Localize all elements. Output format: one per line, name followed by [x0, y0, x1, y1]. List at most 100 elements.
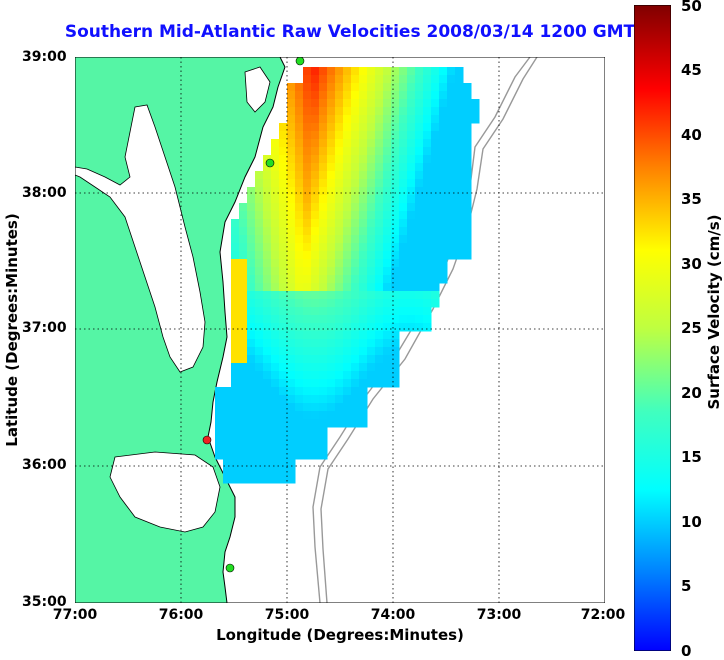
velocity-cell — [231, 387, 240, 396]
velocity-cell — [239, 443, 248, 452]
velocity-cell — [303, 395, 312, 404]
velocity-cell — [431, 179, 440, 188]
velocity-cell — [327, 307, 336, 316]
radar-station-marker — [265, 158, 275, 168]
velocity-cell — [439, 139, 448, 148]
velocity-cell — [303, 411, 312, 420]
velocity-cell — [295, 323, 304, 332]
velocity-cell — [263, 291, 272, 300]
velocity-cell — [375, 227, 384, 236]
velocity-cell — [447, 171, 456, 180]
velocity-cell — [311, 155, 320, 164]
velocity-cell — [327, 171, 336, 180]
velocity-cell — [351, 299, 360, 308]
velocity-cell — [287, 107, 296, 116]
velocity-cell — [423, 235, 432, 244]
velocity-cell — [247, 243, 256, 252]
velocity-cell — [231, 307, 240, 316]
velocity-cell — [447, 75, 456, 84]
velocity-cell — [311, 267, 320, 276]
velocity-cell — [239, 339, 248, 348]
velocity-cell — [271, 291, 280, 300]
velocity-cell — [423, 323, 432, 332]
velocity-cell — [279, 355, 288, 364]
velocity-cell — [263, 475, 272, 484]
velocity-cell — [415, 243, 424, 252]
velocity-cell — [343, 395, 352, 404]
velocity-cell — [375, 379, 384, 388]
velocity-cell — [423, 187, 432, 196]
velocity-cell — [327, 83, 336, 92]
velocity-cell — [327, 339, 336, 348]
velocity-cell — [311, 379, 320, 388]
velocity-cell — [255, 267, 264, 276]
velocity-cell — [439, 67, 448, 76]
velocity-cell — [263, 219, 272, 228]
velocity-cell — [311, 395, 320, 404]
velocity-cell — [359, 339, 368, 348]
velocity-cell — [343, 339, 352, 348]
velocity-cell — [383, 315, 392, 324]
velocity-cell — [351, 347, 360, 356]
velocity-cell — [327, 155, 336, 164]
velocity-cell — [455, 67, 464, 76]
velocity-cell — [439, 75, 448, 84]
velocity-cell — [239, 459, 248, 468]
velocity-cell — [295, 419, 304, 428]
velocity-cell — [383, 283, 392, 292]
velocity-cell — [335, 379, 344, 388]
velocity-cell — [455, 235, 464, 244]
velocity-cell — [287, 419, 296, 428]
velocity-cell — [319, 163, 328, 172]
velocity-cell — [399, 195, 408, 204]
velocity-cell — [415, 99, 424, 108]
velocity-cell — [391, 211, 400, 220]
velocity-cell — [327, 331, 336, 340]
velocity-cell — [327, 403, 336, 412]
velocity-cell — [279, 403, 288, 412]
velocity-cell — [351, 339, 360, 348]
velocity-cell — [399, 251, 408, 260]
velocity-cell — [279, 395, 288, 404]
velocity-cell — [327, 363, 336, 372]
velocity-cell — [351, 187, 360, 196]
velocity-cell — [447, 155, 456, 164]
velocity-cell — [311, 187, 320, 196]
velocity-cell — [319, 275, 328, 284]
velocity-cell — [431, 83, 440, 92]
velocity-cell — [351, 171, 360, 180]
velocity-cell — [287, 443, 296, 452]
velocity-cell — [271, 331, 280, 340]
velocity-cell — [287, 235, 296, 244]
velocity-cell — [359, 75, 368, 84]
velocity-cell — [271, 451, 280, 460]
velocity-cell — [343, 291, 352, 300]
velocity-cell — [351, 147, 360, 156]
velocity-cell — [255, 443, 264, 452]
velocity-cell — [407, 163, 416, 172]
y-tick-label: 35:00 — [22, 594, 67, 610]
velocity-cell — [271, 227, 280, 236]
velocity-cell — [367, 243, 376, 252]
velocity-cell — [463, 131, 472, 140]
velocity-cell — [463, 139, 472, 148]
velocity-cell — [271, 147, 280, 156]
velocity-cell — [263, 299, 272, 308]
velocity-cell — [359, 171, 368, 180]
velocity-cell — [447, 211, 456, 220]
velocity-cell — [351, 419, 360, 428]
velocity-cell — [327, 267, 336, 276]
velocity-cell — [311, 251, 320, 260]
velocity-cell — [375, 243, 384, 252]
velocity-cell — [279, 427, 288, 436]
velocity-cell — [415, 123, 424, 132]
velocity-cell — [447, 219, 456, 228]
velocity-cell — [399, 107, 408, 116]
velocity-cell — [239, 363, 248, 372]
velocity-cell — [295, 427, 304, 436]
velocity-cell — [343, 411, 352, 420]
velocity-cell — [391, 187, 400, 196]
velocity-cell — [455, 203, 464, 212]
velocity-cell — [319, 347, 328, 356]
velocity-cell — [279, 147, 288, 156]
